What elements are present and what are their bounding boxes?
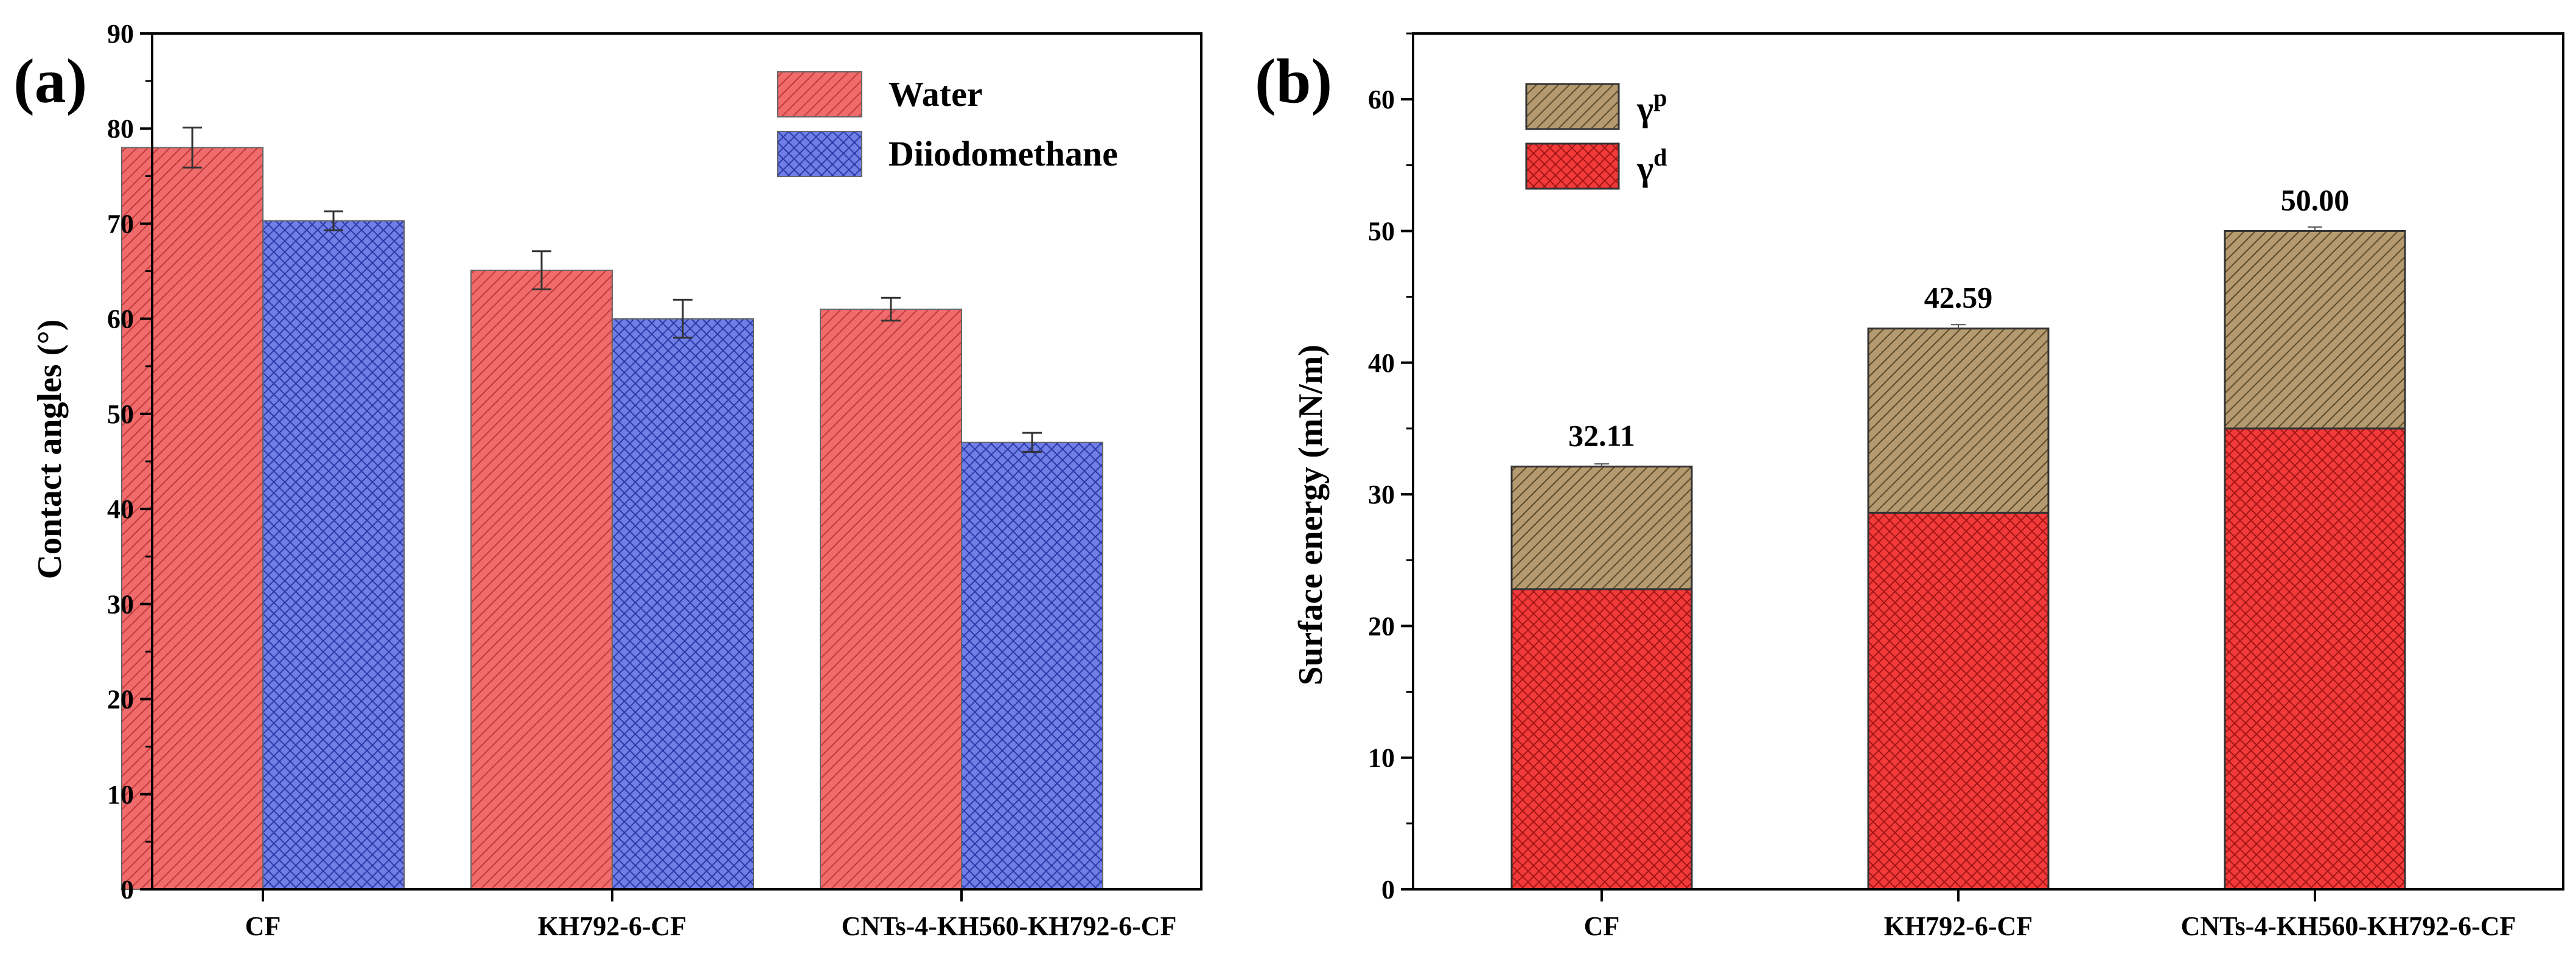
x-tick-label: KH792-6-CF	[538, 911, 686, 941]
y-tick-label: 50	[107, 399, 134, 429]
panel-b-x-ticks: CF KH792-6-CF CNTs-4-KH560-KH792-6-CF	[1584, 889, 2516, 941]
y-tick-label: 10	[1368, 743, 1395, 773]
y-tick-label: 70	[107, 209, 134, 239]
total-value-label: 42.59	[1924, 281, 1993, 315]
x-tick-label: CF	[1584, 911, 1620, 941]
legend-swatch-water	[777, 71, 862, 117]
y-tick-label: 0	[1381, 875, 1395, 905]
panel-b-label: (b)	[1255, 46, 1332, 116]
panel-a-y-axis-title: Contact angles (°)	[31, 320, 69, 579]
legend-label-gamma-d: γd	[1636, 144, 1667, 188]
y-tick-label: 20	[107, 685, 134, 715]
y-tick-label: 30	[107, 589, 134, 619]
panel-b-total-labels: 32.11 42.59 50.00	[1568, 183, 2350, 467]
y-tick-label: 90	[107, 19, 134, 49]
bar-gamma-d-1	[1510, 588, 1693, 891]
bar-gamma-d-3	[2224, 427, 2406, 891]
panel-a-contact-angles-chart: (a) Contact angles (°) 0 10 20 30 40 50 60 70 80…	[13, 19, 1202, 941]
y-tick-label: 20	[1368, 611, 1395, 641]
y-tick-label: 50	[1368, 216, 1395, 246]
x-tick-label: CNTs-4-KH560-KH792-6-CF	[842, 911, 1177, 941]
bar-diiodomethane-3	[961, 441, 1103, 890]
panel-a-x-ticks: CF KH792-6-CF CNTs-4-KH560-KH792-6-CF	[245, 889, 1177, 941]
y-tick-label: 0	[120, 875, 134, 905]
y-tick-label: 10	[107, 780, 134, 810]
bar-gamma-d-2	[1867, 511, 2050, 891]
y-tick-label: 40	[1368, 348, 1395, 378]
y-tick-label: 40	[107, 494, 134, 524]
legend-superscript-gamma-d: d	[1653, 144, 1667, 171]
legend-swatch-diiodomethane	[777, 131, 862, 177]
legend-symbol-gamma-p: γ	[1636, 89, 1653, 128]
panel-b-plot-frame	[1412, 32, 2564, 891]
bar-diiodomethane-1	[262, 220, 405, 890]
panel-b-y-ticks: 0 10 20 30 40 50 60	[1368, 32, 1413, 905]
bar-gamma-p-1	[1510, 465, 1693, 590]
legend-symbol-gamma-d: γ	[1636, 149, 1653, 188]
panel-a-label: (a)	[13, 46, 87, 116]
y-tick-label: 60	[1368, 85, 1395, 114]
bar-gamma-p-2	[1867, 327, 2050, 514]
y-tick-label: 80	[107, 114, 134, 144]
bar-diiodomethane-2	[612, 318, 754, 890]
legend-label-gamma-p: γp	[1636, 84, 1667, 128]
panel-a-y-ticks: 0 10 20 30 40 50 60 70 80 90	[107, 19, 152, 905]
panel-b-surface-energy-chart: (b) Surface energy (mN/m) 32.11 42.59 50.0…	[1255, 32, 2564, 941]
total-value-label: 32.11	[1568, 418, 1635, 452]
panel-b-bars	[1510, 229, 2406, 891]
panel-b-y-axis-title: Surface energy (mN/m)	[1292, 345, 1330, 685]
panel-a-legend: Water Diiodomethane	[777, 71, 1118, 177]
bar-water-2	[470, 269, 613, 890]
x-tick-label: CNTs-4-KH560-KH792-6-CF	[2181, 911, 2516, 941]
x-tick-label: KH792-6-CF	[1884, 911, 2033, 941]
bar-water-1	[121, 147, 264, 890]
legend-swatch-gamma-d	[1525, 142, 1620, 190]
panel-a-bars	[121, 147, 1103, 890]
y-tick-label: 60	[107, 304, 134, 334]
x-tick-label: CF	[245, 911, 281, 941]
legend-label-diiodomethane: Diiodomethane	[888, 134, 1118, 173]
bar-gamma-p-3	[2224, 229, 2406, 430]
panel-a-error-bars	[183, 127, 1042, 453]
legend-label-water: Water	[888, 74, 983, 114]
y-tick-label: 30	[1368, 480, 1395, 509]
legend-swatch-gamma-p	[1525, 83, 1620, 130]
bar-water-3	[820, 309, 962, 890]
legend-superscript-gamma-p: p	[1653, 84, 1667, 111]
total-value-label: 50.00	[2281, 183, 2350, 217]
